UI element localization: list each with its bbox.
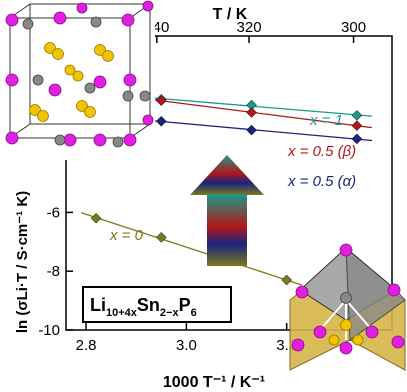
data-point [155,115,167,127]
series-label-x05-beta: x = 0.5 (β) [287,143,356,160]
svg-text:Li10+4xSn2−xP6: Li10+4xSn2−xP6 [90,295,197,319]
data-point [155,95,167,107]
fit-line [146,96,372,117]
fit-line [146,98,373,129]
y-tick-label: -8 [47,263,60,280]
x-axis-label: 1000 T⁻¹ / K⁻¹ [163,374,265,391]
x-tick-label: 2.8 [76,337,97,354]
data-point [246,124,257,136]
fit-line [80,211,302,286]
y-axis-label: ln (σLi·T / S·cm⁻¹ K) [14,191,31,333]
data-point [90,212,102,224]
trend-arrow [190,155,264,266]
series-label-x05-alpha: x = 0.5 (α) [287,173,356,190]
data-point [351,110,363,121]
plot-frame [65,35,393,331]
data-point [155,232,167,243]
top-tick-label: 300 [341,19,366,36]
series-label-x0: x = 0 [109,227,144,244]
x-tick-label: 3.0 [176,337,197,354]
data-point [351,133,363,145]
y-tick-label: -6 [47,204,60,221]
fit-line [146,119,372,142]
series-label-x1: x = 1 [309,112,343,129]
formula-label: Li10+4xSn2−xP6 [82,286,232,323]
top-axis-label: T / K [213,6,248,23]
polyhedron-inset [289,243,406,371]
y-tick-label: -10 [38,322,60,339]
data-point [246,107,257,118]
data-point [351,120,363,132]
data-point [281,274,293,286]
top-tick-label: 320 [237,19,262,36]
crystal-structure-inset [0,0,155,160]
